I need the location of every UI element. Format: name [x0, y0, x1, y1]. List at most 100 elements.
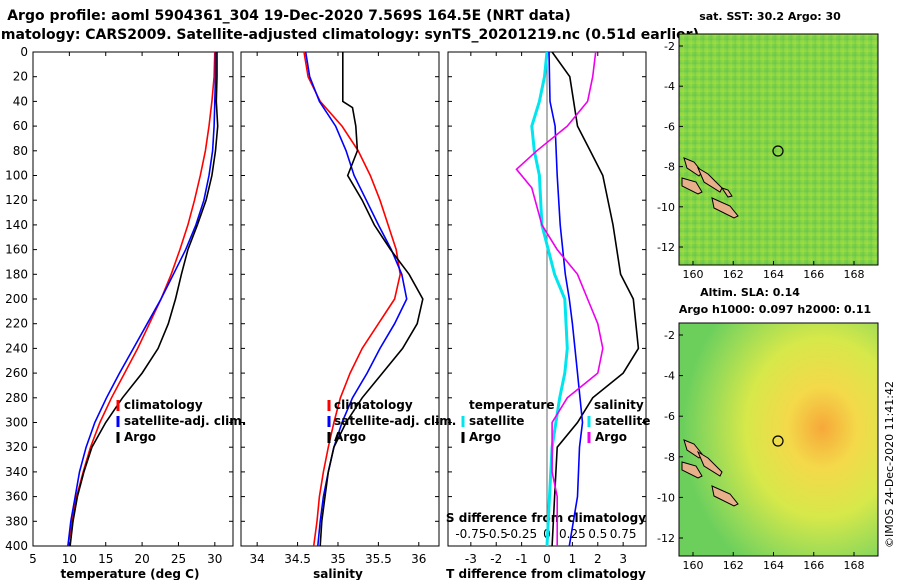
temperature-xlabel: temperature (deg C)	[61, 567, 200, 580]
depth-tick-label: 340	[5, 465, 28, 479]
map-y-tick-label: -10	[657, 201, 675, 214]
footer-stamp: ©IMOS 24-Dec-2020 11:41:42	[883, 381, 896, 548]
s-tick-label: 0.25	[559, 527, 586, 541]
legend-temperature-title: temperature	[469, 398, 554, 412]
x-tick-label: -3	[465, 552, 477, 566]
salinity-plot-frame	[240, 51, 440, 547]
s-tick-label: -0.25	[506, 527, 537, 541]
map-x-tick-label: 160	[683, 559, 704, 572]
map-x-tick-label: 162	[723, 559, 744, 572]
series-line-climatology	[303, 51, 402, 547]
salinity-marks: 34 34.5 35 35.5 36	[250, 51, 426, 566]
salinity-xlabel: salinity	[313, 567, 363, 580]
depth-tick-label: 320	[5, 440, 28, 454]
difference-panel: T difference from climatology S differen…	[446, 51, 647, 580]
x-tick-label: 35.5	[365, 552, 392, 566]
x-tick-label: 25	[171, 552, 186, 566]
series-line-s-satellite	[548, 51, 584, 547]
temperature-panel: temperature (deg C)	[32, 51, 234, 580]
x-tick-label: 36	[411, 552, 426, 566]
title-line-1: Argo profile: aoml 5904361_304 19-Dec-20…	[7, 8, 571, 24]
x-tick-label: 34	[250, 552, 265, 566]
sst-map-islands	[681, 157, 739, 219]
sla-map-islands	[681, 439, 739, 507]
depth-tick-label: 40	[13, 94, 28, 108]
depth-tick-label: 180	[5, 267, 28, 281]
map-y-tick-label: -6	[664, 410, 675, 423]
sla-map-panel: Altim. SLA: 0.14 Argo h1000: 0.097 h2000…	[657, 286, 879, 572]
legend-satellite-label: satellite-adj. clim.	[334, 414, 456, 428]
depth-tick-label: 0	[20, 45, 28, 59]
map-y-tick-label: -12	[657, 241, 675, 254]
argo-position-marker	[772, 435, 784, 447]
s-tick-label: -0.75	[455, 527, 486, 541]
depth-axis: 0 20 40 60 80 100 120 140 160 180 200 220 240 260 280 3…	[5, 45, 646, 553]
temperature-plot-frame	[32, 51, 234, 547]
map-y-tick-label: -8	[664, 451, 675, 464]
map-x-tick-label: 164	[763, 559, 784, 572]
sst-map-panel: sat. SST: 30.2 Argo: 30 -2 -4 -6 -8 -10 -12 1…	[657, 10, 879, 281]
sst-map-y-axis: -2 -4 -6 -8 -10 -12	[657, 40, 683, 254]
depth-tick-label: 240	[5, 341, 28, 355]
map-y-tick-label: -6	[664, 120, 675, 133]
legend-t-satellite-label: satellite	[469, 414, 524, 428]
depth-tick-label: 100	[5, 169, 28, 183]
sla-map-y-axis: -2 -4 -6 -8 -10 -12	[657, 329, 683, 545]
depth-tick-label: 60	[13, 119, 28, 133]
legend-argo-label: Argo	[334, 430, 366, 444]
sla-map-title-2: Argo h1000: 0.097 h2000: 0.11	[679, 303, 871, 316]
depth-tick-label: 140	[5, 218, 28, 232]
map-x-tick-label: 166	[803, 559, 824, 572]
sst-map-field	[679, 34, 878, 265]
series-line-satellite-adj-clim-	[67, 52, 217, 547]
depth-tick-label: 260	[5, 366, 28, 380]
x-tick-label: 0	[543, 552, 551, 566]
s-tick-label: 0.75	[610, 527, 637, 541]
map-x-tick-label: 168	[844, 559, 865, 572]
map-y-tick-label: -10	[657, 491, 675, 504]
x-tick-label: 30	[207, 552, 222, 566]
difference-marks: -3 -2 -1 0 1 2 3-0.75-0.5-0.25 0 0.25 0.5 0.75	[455, 51, 640, 566]
sla-map-title-1: Altim. SLA: 0.14	[700, 286, 800, 299]
s-tick-label: 0.5	[588, 527, 607, 541]
map-y-tick-label: -2	[664, 40, 675, 53]
legend-t-argo-label: Argo	[469, 430, 501, 444]
series-line-argo	[319, 52, 424, 547]
map-y-tick-label: -2	[664, 329, 675, 342]
series-line-t-satellite	[530, 51, 569, 547]
x-tick-label: 5	[29, 552, 37, 566]
legend-climatology-label: climatology	[124, 398, 203, 412]
map-y-tick-label: -12	[657, 532, 675, 545]
legend-s-argo-label: Argo	[595, 430, 627, 444]
temperature-legend: climatology satellite-adj. clim. Argo	[116, 398, 246, 444]
depth-tick-label: 20	[13, 70, 28, 84]
x-tick-label: 3	[619, 552, 627, 566]
map-x-tick-label: 164	[763, 268, 784, 281]
depth-tick-label: 200	[5, 292, 28, 306]
x-tick-label: 15	[98, 552, 113, 566]
sla-map-x-axis: 160 162 164 166 168	[683, 552, 865, 572]
temperature-marks: 5 10 15 20 25 30	[29, 51, 222, 566]
salinity-legend: climatology satellite-adj. clim. Argo	[327, 398, 456, 444]
difference-legend: temperature satellite Argo salinity sate…	[461, 398, 650, 444]
sla-map-field	[679, 323, 878, 556]
depth-tick-label: 300	[5, 416, 28, 430]
depth-tick-label: 280	[5, 391, 28, 405]
series-line-t-argo	[551, 51, 640, 547]
depth-tick-label: 380	[5, 514, 28, 528]
difference-xlabel-top: S difference from climatology	[446, 511, 646, 525]
x-tick-label: -2	[490, 552, 502, 566]
depth-tick-label: 120	[5, 193, 28, 207]
map-x-tick-label: 166	[803, 268, 824, 281]
map-y-tick-label: -4	[664, 80, 675, 93]
legend-s-satellite-label: satellite	[595, 414, 650, 428]
depth-tick-label: 360	[5, 490, 28, 504]
map-y-tick-label: -8	[664, 161, 675, 174]
series-line-argo	[69, 52, 219, 547]
x-tick-label: 1	[569, 552, 577, 566]
s-tick-label: -0.5	[485, 527, 508, 541]
series-line-climatology	[67, 51, 216, 547]
map-x-tick-label: 160	[683, 268, 704, 281]
map-y-tick-label: -4	[664, 370, 675, 383]
